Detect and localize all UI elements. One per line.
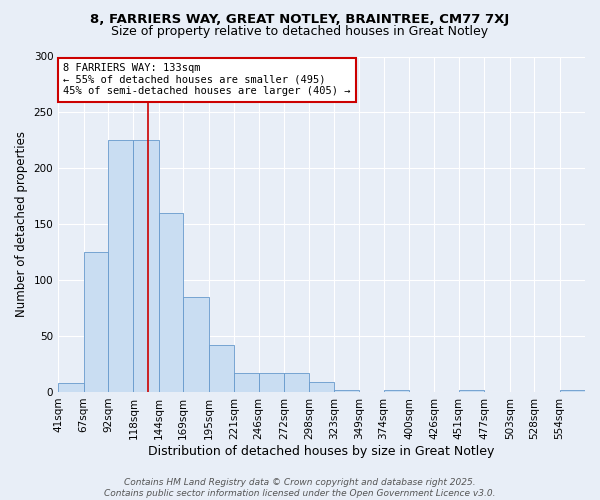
X-axis label: Distribution of detached houses by size in Great Notley: Distribution of detached houses by size … [148, 444, 495, 458]
Bar [58, 383, 83, 392]
Bar [459, 390, 484, 392]
Bar [383, 390, 409, 392]
Bar [234, 373, 259, 392]
Bar [284, 373, 310, 392]
Text: Size of property relative to detached houses in Great Notley: Size of property relative to detached ho… [112, 25, 488, 38]
Bar [183, 297, 209, 392]
Bar [209, 345, 234, 392]
Bar [259, 373, 284, 392]
Text: 8 FARRIERS WAY: 133sqm
← 55% of detached houses are smaller (495)
45% of semi-de: 8 FARRIERS WAY: 133sqm ← 55% of detached… [64, 63, 351, 96]
Y-axis label: Number of detached properties: Number of detached properties [15, 131, 28, 317]
Text: 8, FARRIERS WAY, GREAT NOTLEY, BRAINTREE, CM77 7XJ: 8, FARRIERS WAY, GREAT NOTLEY, BRAINTREE… [91, 12, 509, 26]
Bar [159, 213, 183, 392]
Bar [108, 140, 133, 392]
Bar [310, 382, 334, 392]
Text: Contains HM Land Registry data © Crown copyright and database right 2025.
Contai: Contains HM Land Registry data © Crown c… [104, 478, 496, 498]
Bar [560, 390, 585, 392]
Bar [133, 140, 159, 392]
Bar [83, 252, 108, 392]
Bar [334, 390, 359, 392]
